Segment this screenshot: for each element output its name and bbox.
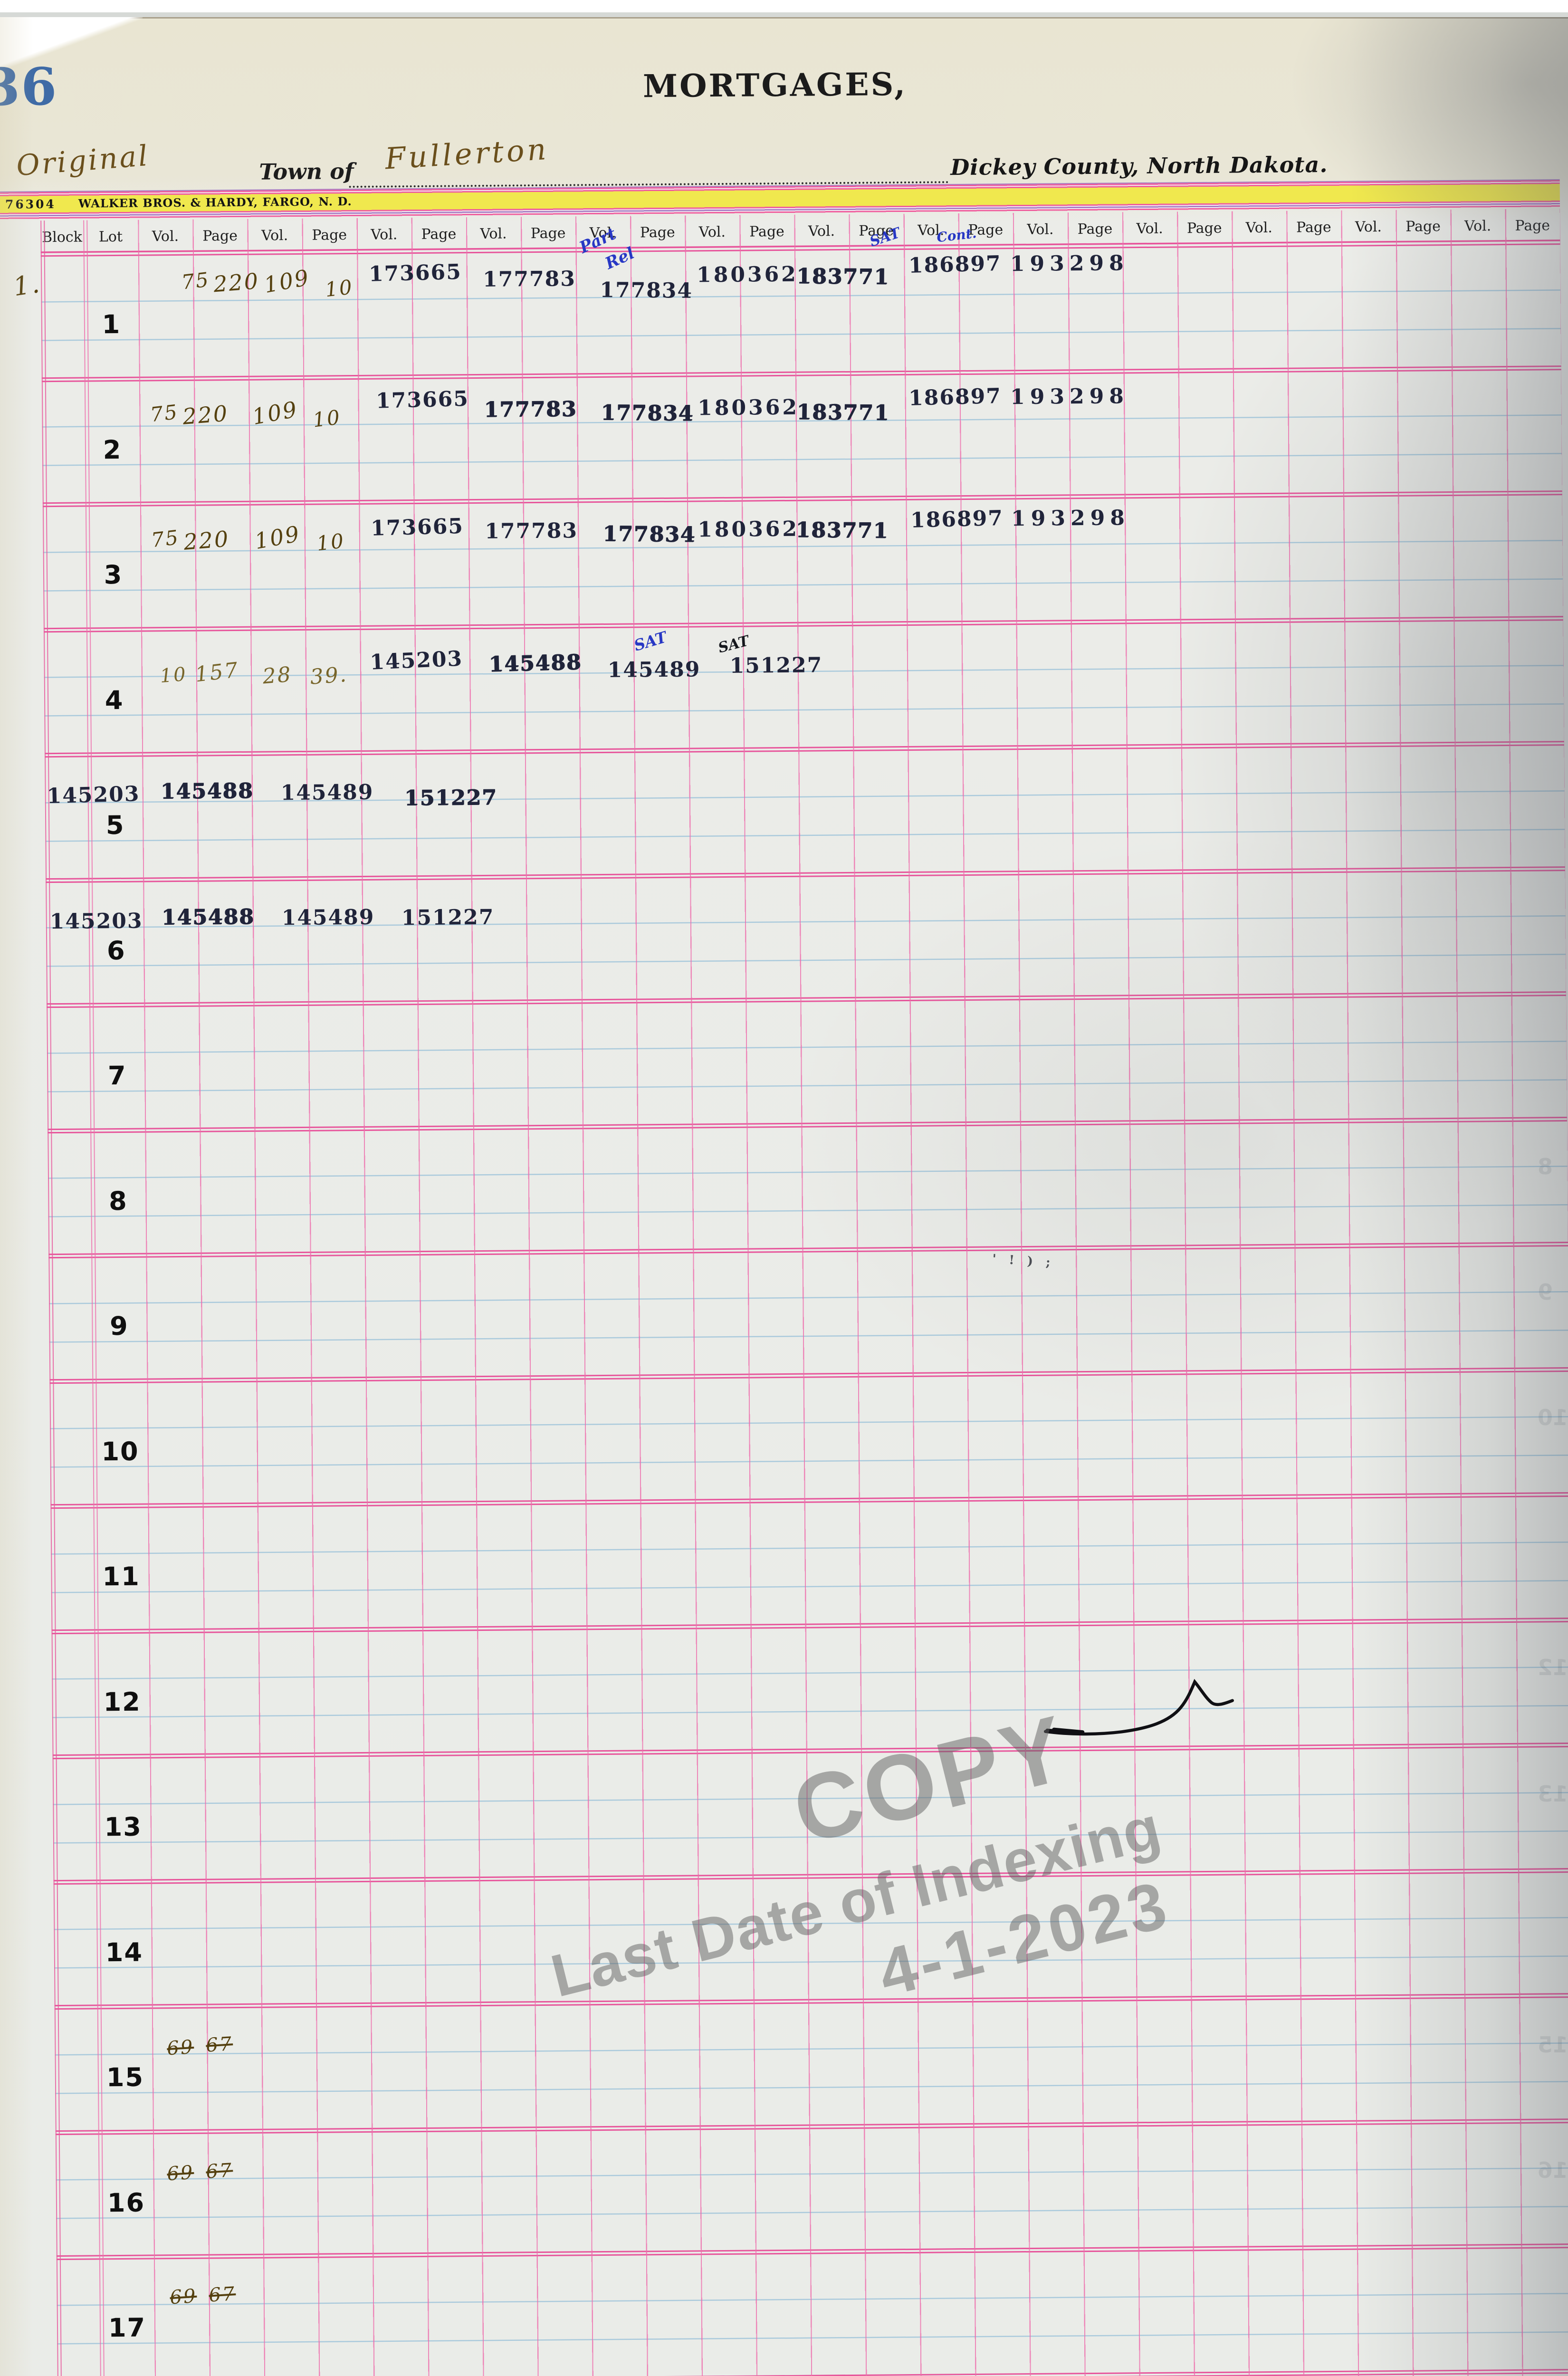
bleed-through-number: 9 bbox=[1538, 1279, 1553, 1305]
next-page-edge bbox=[0, 12, 1568, 18]
bleed-through-number: 13 bbox=[1538, 1781, 1568, 1807]
bleed-through-number: 12 bbox=[1538, 1655, 1568, 1680]
bleed-through-number: 16 bbox=[1538, 2157, 1568, 2183]
bleed-through-number: 15 bbox=[1538, 2032, 1568, 2058]
scan-corner bbox=[0, 17, 143, 69]
bleed-through-number: 8 bbox=[1538, 1154, 1553, 1179]
bleed-through-number: 10 bbox=[1538, 1405, 1568, 1430]
